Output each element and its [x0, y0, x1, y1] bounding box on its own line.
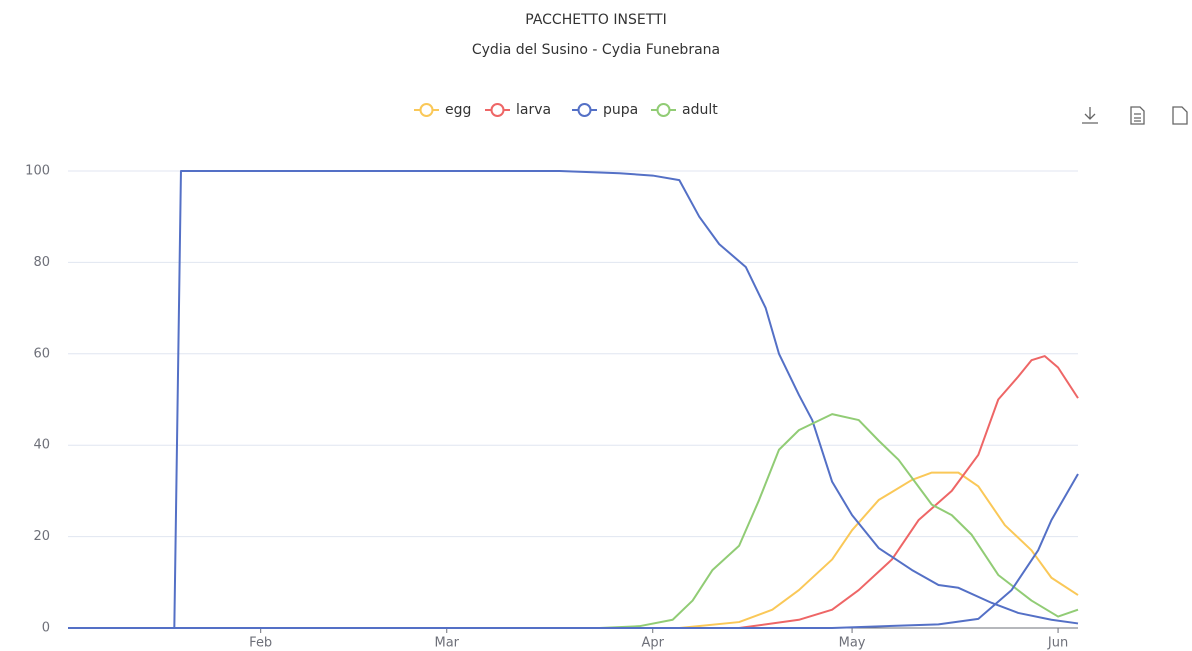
series-line: [68, 413, 1079, 629]
y-tick-label: 80: [33, 255, 50, 270]
x-tick-label: Jun: [1047, 636, 1068, 651]
y-tick-label: 20: [33, 529, 50, 544]
chart-subtitle: Cydia del Susino - Cydia Funebrana: [472, 42, 720, 58]
series-line: [68, 170, 1079, 629]
chart-title: PACCHETTO INSETTI: [525, 12, 666, 28]
x-tick-label: Mar: [434, 636, 459, 651]
data-view-icon[interactable]: [1130, 106, 1145, 125]
y-tick-label: 40: [33, 438, 50, 453]
legend-label: adult: [682, 102, 718, 118]
y-tick-label: 0: [42, 621, 50, 636]
restore-icon[interactable]: [1172, 106, 1188, 125]
x-tick-label: Feb: [249, 636, 272, 651]
y-tick-label: 100: [25, 164, 50, 179]
legend-symbol: [577, 103, 592, 117]
download-icon[interactable]: [1082, 107, 1098, 124]
toolbox[interactable]: [1082, 106, 1188, 125]
legend-label: pupa: [603, 102, 638, 118]
x-tick-label: May: [839, 636, 866, 651]
series-line: [68, 473, 1079, 629]
legend-label: larva: [516, 102, 551, 118]
legend-symbol: [490, 103, 505, 117]
legend-symbol: [419, 103, 434, 117]
series-line: [68, 355, 1079, 629]
legend-label: egg: [445, 102, 471, 118]
x-tick-label: Apr: [641, 636, 664, 651]
series-line: [68, 471, 1079, 629]
y-tick-label: 60: [33, 346, 50, 361]
legend-symbol: [656, 103, 671, 117]
